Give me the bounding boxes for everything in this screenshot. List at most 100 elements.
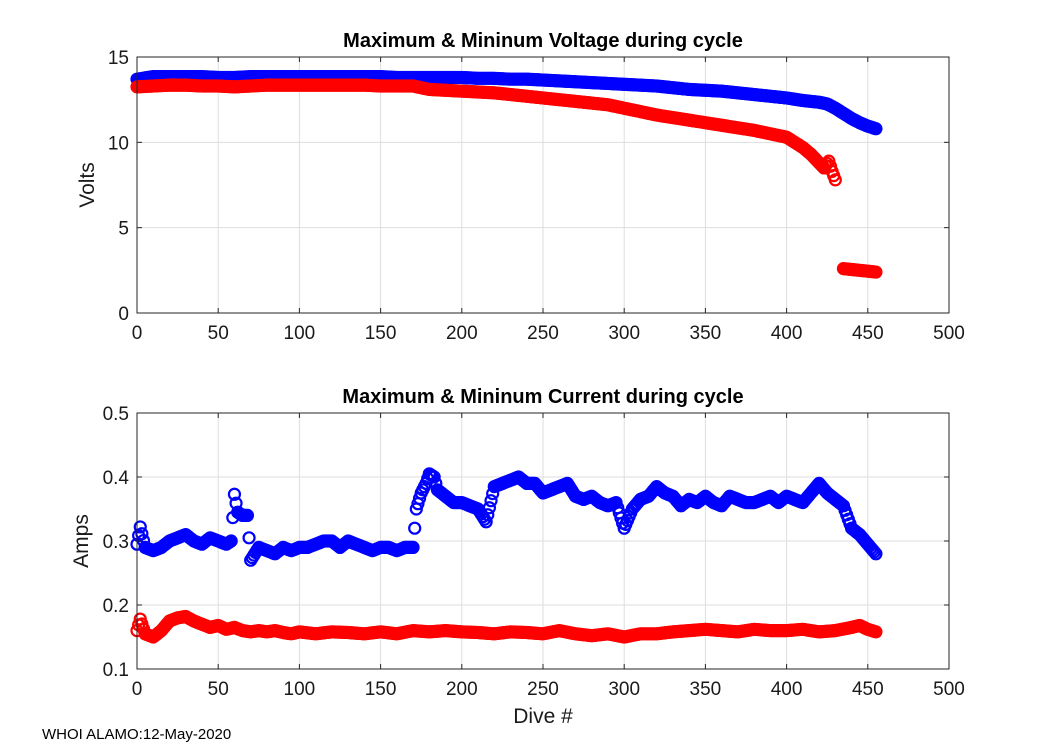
current-maximum-point	[723, 489, 737, 503]
current-maximum-point	[146, 543, 160, 558]
current-maximum-point	[544, 483, 558, 497]
current-maximum-point	[536, 486, 550, 500]
current-minimum-point	[309, 627, 323, 641]
current-minimum-point	[617, 630, 631, 644]
current-minimum-point	[341, 625, 355, 640]
current-maximum-point	[836, 499, 851, 513]
voltage-minimum-point	[195, 79, 209, 93]
current-x-tick-label: 150	[365, 679, 397, 700]
current-maximum-fill-point	[484, 494, 498, 508]
current-minimum-point	[171, 611, 185, 625]
voltage-maximum-point	[471, 71, 485, 85]
voltage-minimum-point	[179, 78, 193, 92]
current-maximum-point	[641, 489, 656, 503]
current-minimum-point	[869, 625, 883, 639]
current-minimum-point	[666, 625, 680, 639]
voltage-ticks: 0 50 100 150 200 250 300 350 400 450 500 0 5 10 15	[108, 48, 965, 344]
voltage-axes: 0 50 100 150 200 250 300 350 400 450 500 0 5 10 15 Max…	[76, 30, 965, 344]
current-x-tick-label: 250	[527, 679, 559, 700]
voltage-minimum-point	[568, 94, 583, 108]
current-minimum-point	[828, 623, 842, 638]
current-minimum-point	[844, 620, 859, 635]
current-minimum-point	[162, 614, 177, 628]
current-maximum-point	[138, 540, 152, 555]
current-maximum-point	[349, 537, 363, 551]
voltage-x-tick-label: 500	[933, 323, 965, 344]
voltage-y-tick-label: 15	[108, 48, 129, 69]
current-maximum-point	[455, 496, 469, 510]
current-minimum-point	[471, 625, 485, 640]
voltage-x-tick-label: 50	[208, 323, 229, 344]
current-minimum-point	[536, 627, 550, 641]
current-maximum-point	[227, 487, 242, 501]
current-minimum-point	[455, 625, 469, 639]
current-maximum-point	[317, 534, 331, 548]
current-ticks: 0 50 100 150 200 250 300 350 400 450 500 0.1 0.2 0.3 0…	[103, 404, 965, 700]
current-maximum-point	[487, 480, 501, 494]
current-maximum-point	[187, 534, 201, 548]
current-maximum-point	[438, 489, 453, 503]
current-maximum-point	[171, 531, 185, 545]
voltage-maximum-point	[487, 71, 501, 85]
current-maximum-point	[211, 534, 225, 548]
voltage-minimum-point	[276, 78, 290, 92]
current-maximum-point	[203, 531, 217, 545]
voltage-minimum-point	[162, 78, 177, 92]
current-minimum-point	[861, 622, 875, 636]
current-maximum-point	[731, 492, 745, 506]
footer-source-label: WHOI ALAMO:12-May-2020	[42, 726, 232, 743]
current-y-tick-label: 0.1	[103, 660, 129, 681]
voltage-minimum-point	[146, 79, 160, 93]
current-maximum-point	[276, 540, 290, 555]
current-maximum-point	[512, 470, 526, 484]
current-x-tick-label: 400	[771, 679, 803, 700]
current-minimum-point	[812, 625, 826, 639]
current-maximum-point	[755, 492, 769, 506]
voltage-minimum-point	[406, 79, 420, 93]
voltage-minimum-point	[585, 96, 599, 110]
current-minimum-point	[133, 612, 147, 626]
current-maximum-point	[658, 486, 672, 500]
current-maximum-point	[568, 489, 583, 503]
current-minimum-point	[682, 623, 696, 638]
voltage-minimum-point	[861, 264, 875, 278]
current-minimum-point	[503, 625, 518, 639]
current-minimum-point	[219, 622, 233, 636]
current-minimum-point	[244, 625, 258, 639]
voltage-minimum-point	[853, 263, 867, 277]
current-axes-frame	[136, 412, 950, 670]
voltage-maximum-point	[812, 95, 826, 109]
voltage-minimum-point	[844, 262, 859, 277]
current-maximum-point	[788, 492, 802, 506]
current-minimum-point	[633, 627, 648, 641]
current-chart-title: Maximum & Mininum Current during cycle	[342, 386, 743, 408]
voltage-maximum-point	[552, 74, 566, 88]
voltage-minimum-point	[520, 89, 534, 103]
current-x-tick-label: 0	[132, 679, 143, 700]
current-axes: 0 50 100 150 200 250 300 350 400 450 500 0.1 0.2 0.3 0…	[70, 386, 965, 728]
voltage-minimum-point	[633, 105, 648, 119]
current-maximum-point	[560, 476, 574, 490]
current-maximum-point	[690, 496, 704, 510]
current-minimum-point	[260, 625, 274, 639]
current-maximum-point	[844, 521, 859, 535]
voltage-maximum-point	[779, 91, 794, 105]
current-minimum-point	[154, 623, 168, 638]
current-maximum-point	[739, 496, 753, 510]
current-maximum-point	[666, 489, 680, 503]
current-minimum-point	[227, 620, 242, 635]
voltage-maximum-point	[617, 77, 631, 91]
current-maximum-point	[479, 515, 493, 529]
current-maximum-point	[471, 502, 485, 516]
current-maximum-point	[503, 473, 518, 487]
current-minimum-point	[601, 627, 615, 641]
voltage-y-tick-label: 5	[118, 219, 129, 240]
current-maximum-point	[585, 489, 599, 503]
current-maximum-point	[406, 540, 420, 555]
current-maximum-point	[698, 489, 713, 503]
current-maximum-point	[779, 489, 794, 503]
current-x-tick-label: 500	[933, 679, 965, 700]
current-maximum-point	[284, 543, 298, 558]
current-x-tick-label: 350	[690, 679, 722, 700]
